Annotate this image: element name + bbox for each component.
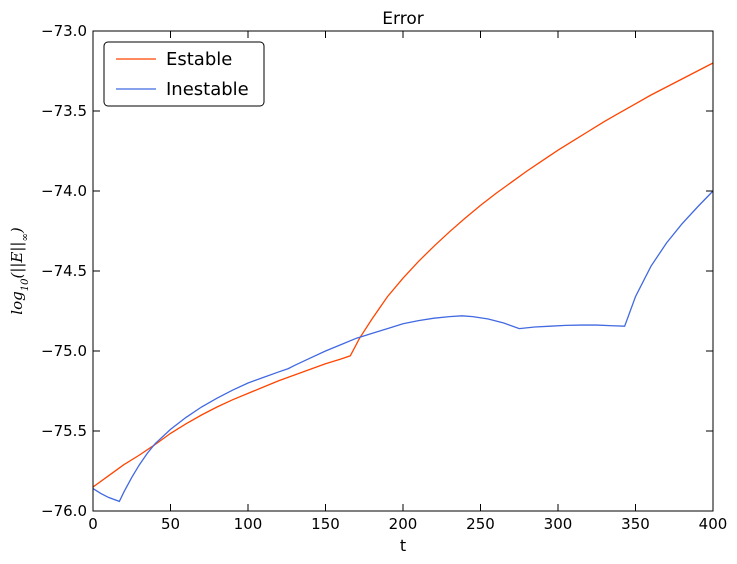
y-tick-label: −75.5 <box>41 422 87 440</box>
legend-box <box>103 41 265 107</box>
x-tick-label: 350 <box>621 515 650 533</box>
legend-label: Inestable <box>166 79 249 100</box>
x-tick-label: 100 <box>234 515 263 533</box>
y-tick-label: −74.0 <box>41 182 87 200</box>
y-axis-label: log10(||E||∞) <box>8 227 31 315</box>
y-axis-label-end: ) <box>8 227 26 234</box>
y-axis-label-sub: 10 <box>20 278 31 291</box>
y-axis-label-middle: (||E|| <box>8 242 26 279</box>
x-tick-label: 400 <box>699 515 728 533</box>
y-tick-label: −73.5 <box>41 102 87 120</box>
series-line-inestable <box>92 190 714 503</box>
x-tick-label: 50 <box>161 515 180 533</box>
x-tick-label: 250 <box>466 515 495 533</box>
x-tick-label: 150 <box>311 515 340 533</box>
x-tick-label: 0 <box>88 515 98 533</box>
y-tick-label: −75.0 <box>41 342 87 360</box>
x-axis-label: t <box>400 536 406 555</box>
x-tick-label: 200 <box>389 515 418 533</box>
y-axis-label-base: log <box>8 291 26 314</box>
series-line-estable <box>92 62 714 488</box>
legend: Estable Inestable <box>103 41 265 107</box>
y-tick-label: −76.0 <box>41 502 87 520</box>
series-layer <box>92 62 714 503</box>
ticks-layer: 0 50 100 150 200 250 300 350 400 −76.0 −75.5 −75.0 −… <box>41 22 727 533</box>
y-tick-label: −73.0 <box>41 22 87 40</box>
x-tick-label: 300 <box>544 515 573 533</box>
chart-title: Error <box>382 9 423 29</box>
y-tick-label: −74.5 <box>41 262 87 280</box>
y-axis-label-sub2: ∞ <box>20 233 31 241</box>
legend-label: Estable <box>166 49 232 70</box>
